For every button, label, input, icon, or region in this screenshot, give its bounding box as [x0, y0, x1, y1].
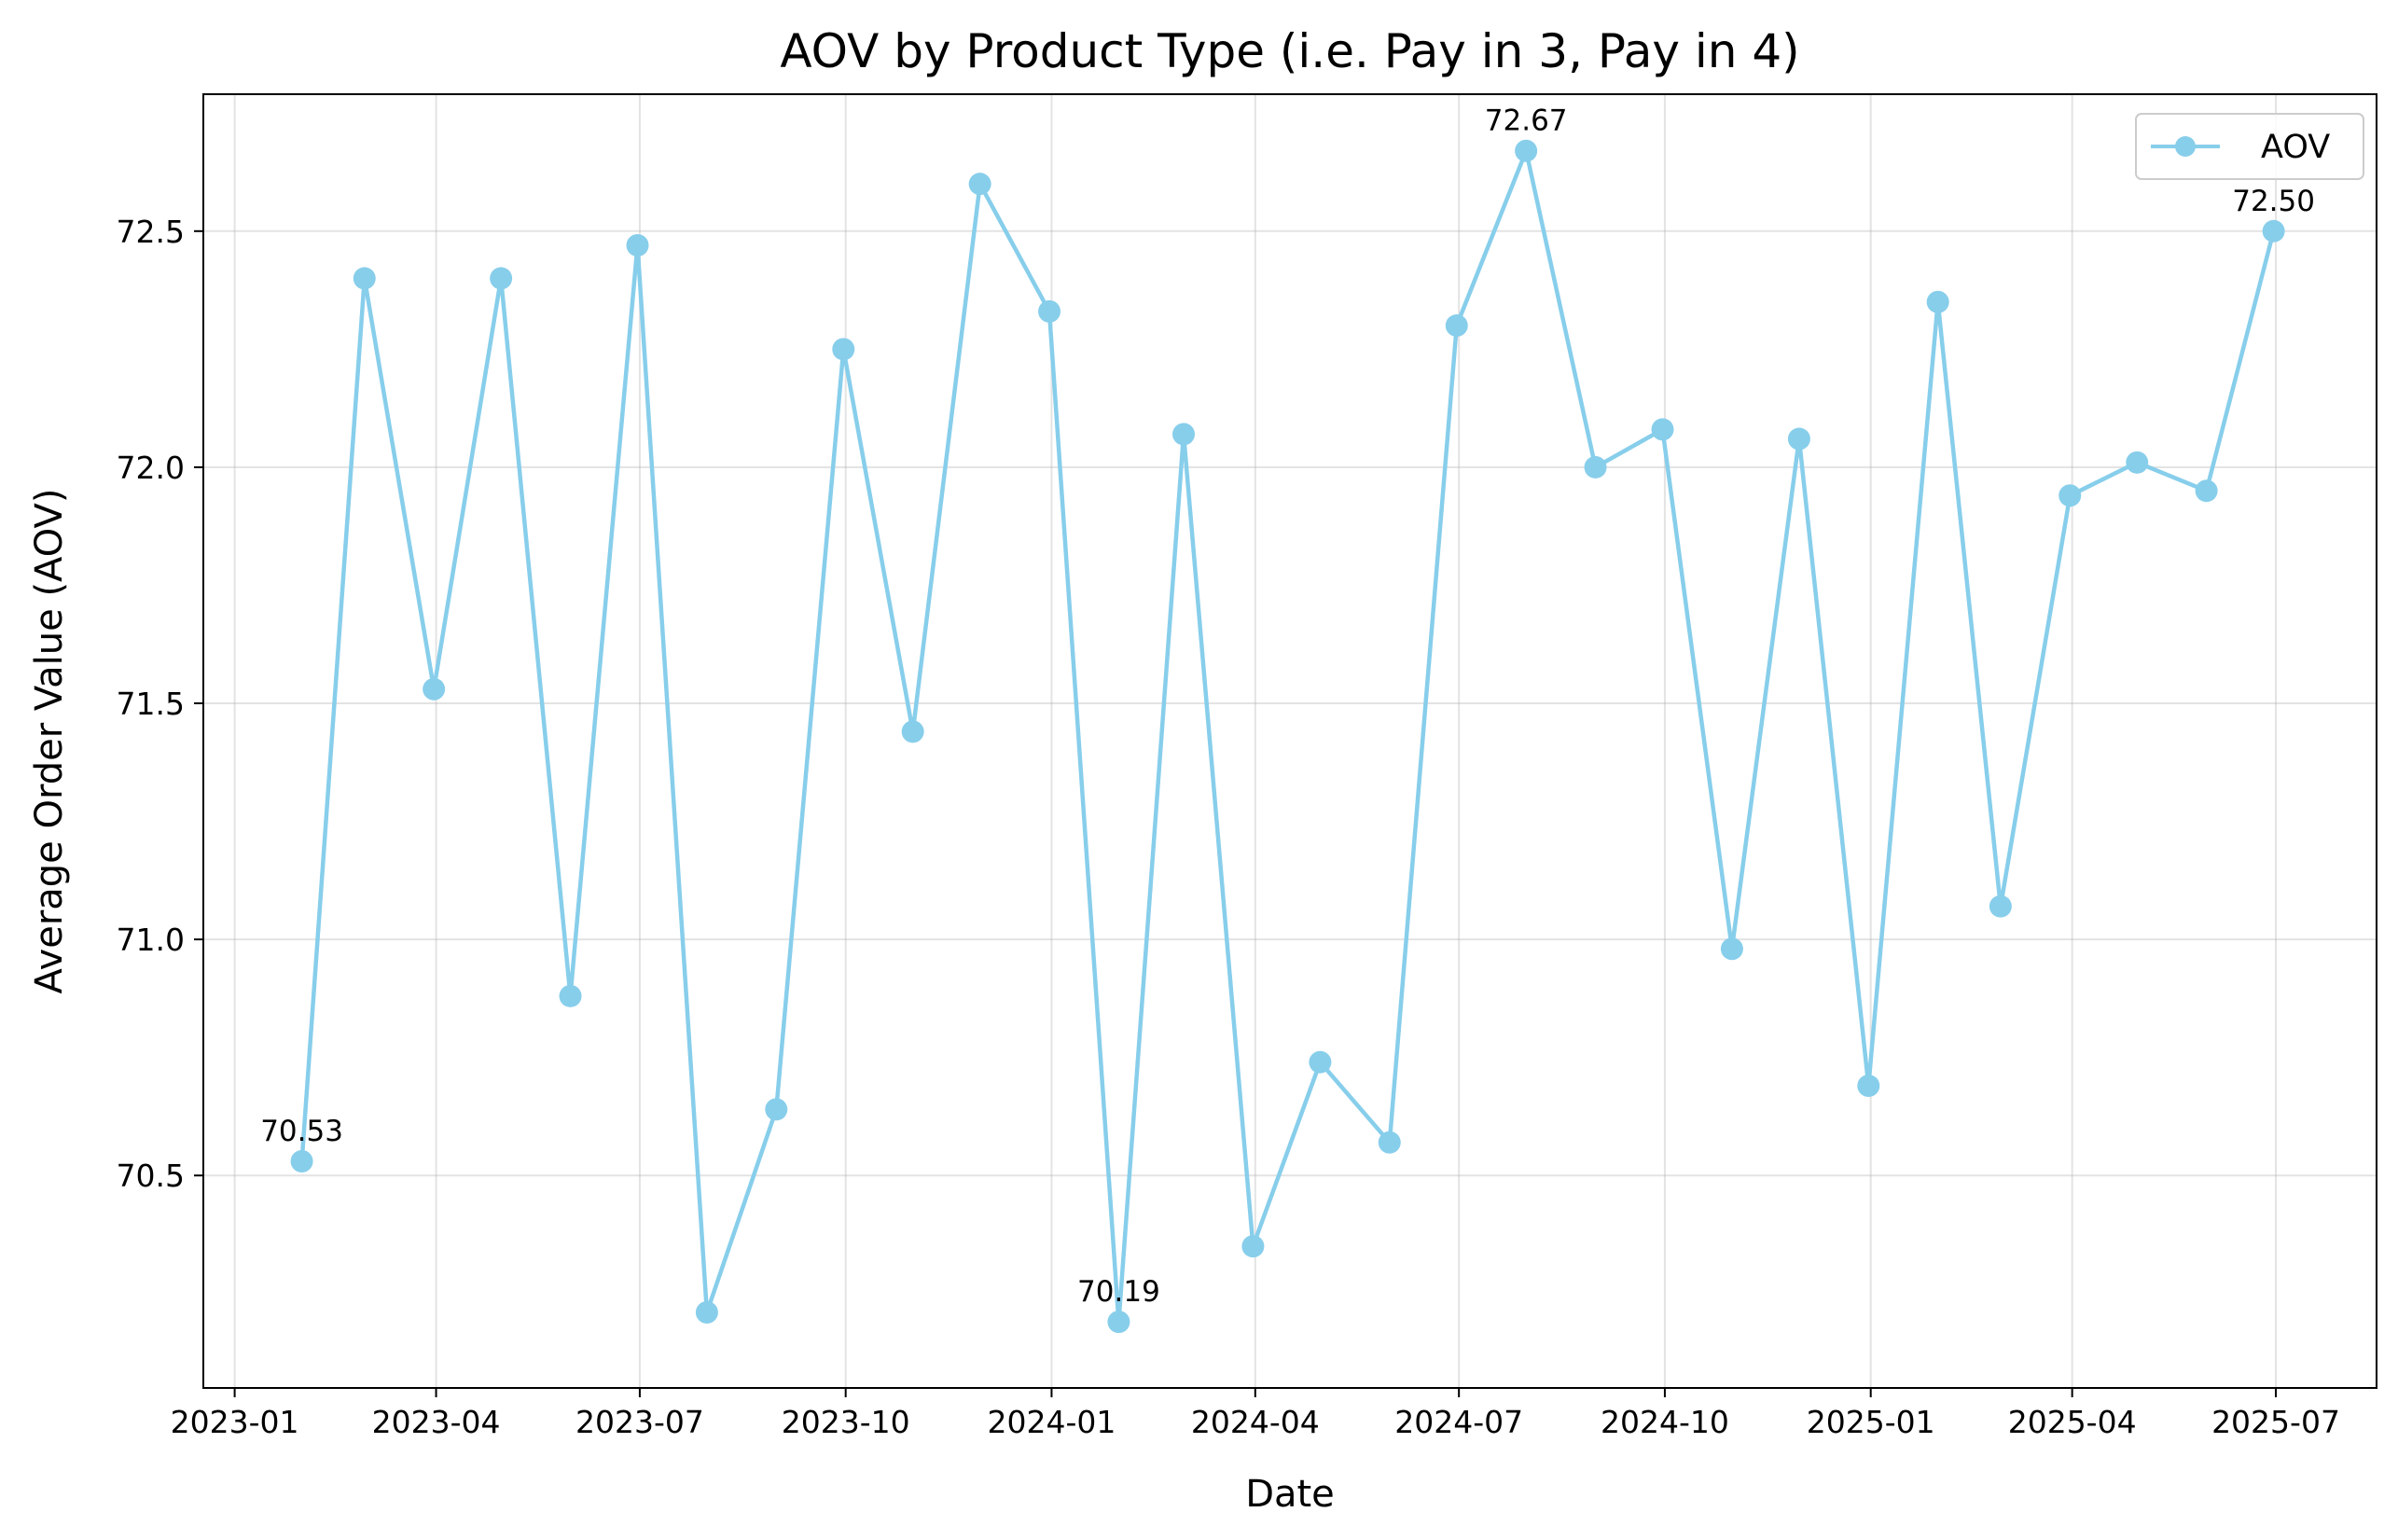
data-point [1309, 1050, 1332, 1074]
data-point [1038, 299, 1061, 323]
x-tick-label: 2024-07 [1394, 1404, 1523, 1440]
grid [203, 94, 2377, 1388]
y-tick-label: 72.5 [117, 214, 185, 250]
axes-ticks: 2023-01 2023-04 2023-07 2023-10 2024-01 2024-… [117, 214, 2340, 1440]
data-point [1651, 418, 1674, 441]
data-point [1172, 423, 1196, 446]
annotations: 70.53 70.19 72.67 72.50 [260, 104, 2315, 1309]
data-point [1720, 937, 1743, 961]
data-point [695, 1301, 718, 1325]
data-point [765, 1098, 788, 1121]
x-tick-label: 2025-01 [1807, 1404, 1935, 1440]
plot-frame [202, 93, 2377, 1389]
data-point [353, 267, 376, 290]
data-point [1989, 895, 2012, 918]
legend-label: AOV [2261, 129, 2330, 166]
data-point [423, 677, 446, 701]
legend: AOV [2135, 113, 2364, 180]
data-point [490, 267, 513, 290]
x-tick-label: 2025-07 [2211, 1404, 2340, 1440]
y-tick-label: 71.5 [117, 686, 185, 722]
data-point [2058, 484, 2082, 507]
data-point [2195, 479, 2218, 503]
x-tick-label: 2023-04 [372, 1404, 501, 1440]
data-point [626, 233, 649, 257]
data-point [1515, 139, 1538, 162]
legend-marker-swatch [2175, 136, 2196, 157]
y-tick-label: 70.5 [117, 1158, 185, 1194]
x-tick-label: 2024-04 [1191, 1404, 1320, 1440]
y-tick-label: 71.0 [117, 922, 185, 958]
data-point [1107, 1311, 1130, 1334]
data-point [1926, 290, 1949, 313]
x-tick-label: 2023-07 [575, 1404, 704, 1440]
data-point [1241, 1235, 1265, 1258]
data-point [968, 173, 991, 196]
series-line-aov [299, 148, 2276, 1325]
data-point [559, 984, 582, 1007]
data-point [1787, 427, 1810, 451]
data-point [2126, 451, 2149, 474]
data-point [2262, 219, 2285, 243]
y-tick-label: 72.0 [117, 450, 185, 486]
data-point [1378, 1131, 1401, 1154]
data-point [832, 338, 855, 361]
x-tick-label: 2023-01 [171, 1404, 299, 1440]
data-label: 70.53 [260, 1115, 343, 1148]
data-label: 70.19 [1077, 1275, 1160, 1309]
x-tick-label: 2023-10 [782, 1404, 910, 1440]
data-label: 72.67 [1485, 104, 1568, 138]
y-axis-title: Average Order Value (AOV) [28, 489, 71, 994]
data-label: 72.50 [2232, 185, 2315, 218]
data-point [1584, 455, 1607, 479]
x-tick-label: 2024-10 [1601, 1404, 1729, 1440]
legend-box [2135, 113, 2364, 180]
x-tick-label: 2025-04 [2008, 1404, 2137, 1440]
x-axis-title: Date [1245, 1473, 1335, 1516]
data-point [901, 720, 924, 743]
series-layer [290, 139, 2285, 1334]
data-point [1857, 1075, 1880, 1098]
x-tick-label: 2024-01 [987, 1404, 1116, 1440]
chart-title: AOV by Product Type (i.e. Pay in 3, Pay … [780, 24, 1799, 78]
data-point [1445, 314, 1468, 338]
data-point [290, 1150, 313, 1173]
